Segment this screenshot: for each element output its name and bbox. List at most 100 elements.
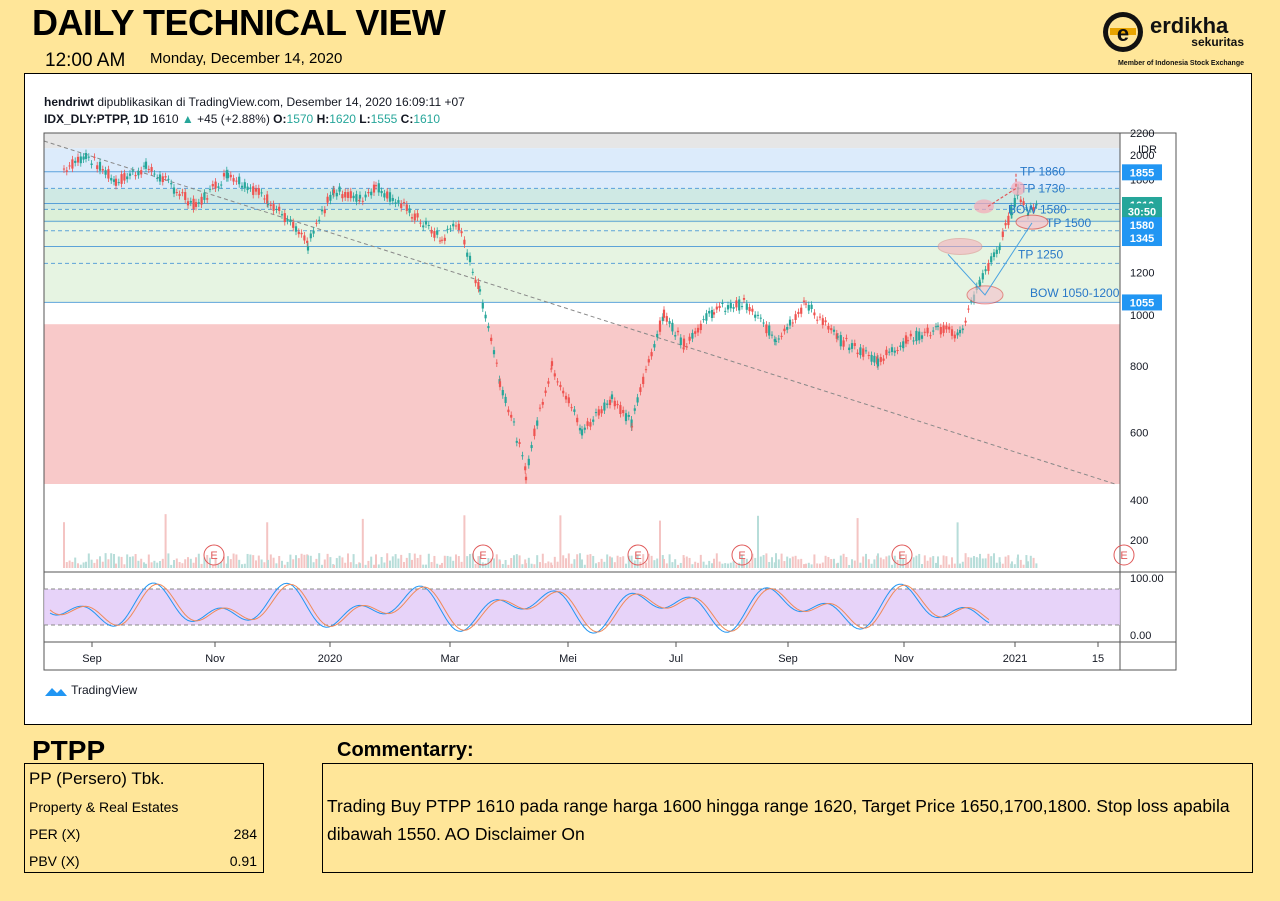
candle-body bbox=[286, 218, 289, 221]
candle-body bbox=[161, 176, 164, 183]
volume-bar bbox=[603, 561, 606, 568]
x-tick-5: Jul bbox=[669, 653, 683, 665]
currency-label: IDR bbox=[1138, 144, 1157, 156]
candle-body bbox=[120, 174, 123, 184]
candle-body bbox=[967, 308, 970, 310]
volume-bar bbox=[272, 557, 275, 568]
candle-body bbox=[510, 414, 513, 418]
candle-body bbox=[254, 188, 258, 192]
volume-bar bbox=[879, 557, 882, 568]
volume-bar bbox=[757, 515, 759, 568]
volume-bar bbox=[945, 556, 948, 568]
zone-band-1 bbox=[44, 148, 1120, 189]
candle-body bbox=[622, 409, 625, 414]
volume-bar bbox=[249, 554, 252, 568]
tradingview-label[interactable]: TradingView bbox=[71, 683, 138, 697]
candle-body bbox=[774, 340, 778, 342]
volume-bar bbox=[735, 564, 738, 568]
volume-bar bbox=[721, 563, 724, 568]
volume-bar bbox=[380, 556, 383, 568]
volume-bar bbox=[307, 555, 309, 568]
candle-body bbox=[144, 161, 148, 169]
volume-bar bbox=[170, 564, 173, 568]
candle-body bbox=[79, 156, 82, 164]
candle-body bbox=[600, 409, 603, 414]
candle-body bbox=[98, 161, 102, 171]
volume-bar bbox=[156, 562, 159, 568]
volume-tick-400: 400 bbox=[1130, 495, 1148, 507]
candle-body bbox=[220, 184, 223, 186]
volume-bar bbox=[449, 556, 452, 568]
volume-bar bbox=[935, 562, 937, 568]
earnings-marker-icon[interactable] bbox=[203, 544, 225, 566]
volume-bar bbox=[939, 564, 942, 568]
volume-bar bbox=[389, 560, 391, 568]
volume-bar bbox=[813, 554, 816, 568]
up-arrow-icon: ▲ bbox=[181, 112, 194, 126]
candle-body bbox=[422, 225, 425, 228]
candle-body bbox=[729, 303, 732, 309]
volume-bar bbox=[405, 557, 408, 568]
candle-body bbox=[427, 225, 430, 227]
candle-body bbox=[802, 300, 806, 302]
publish-line: hendriwt dipublikasikan di TradingView.c… bbox=[44, 95, 465, 109]
projection-path bbox=[947, 222, 1033, 296]
candle-body bbox=[150, 167, 153, 172]
candle-body bbox=[899, 345, 902, 347]
volume-bar bbox=[948, 564, 951, 568]
candle-body bbox=[383, 193, 386, 198]
volume-bar bbox=[275, 563, 278, 568]
volume-bar bbox=[708, 560, 711, 568]
earnings-marker-icon[interactable] bbox=[1113, 544, 1135, 566]
volume-bar bbox=[1001, 563, 1004, 568]
candle-body bbox=[735, 300, 738, 308]
candle-body bbox=[777, 338, 780, 340]
volume-bar bbox=[101, 561, 104, 568]
volume-bar bbox=[504, 559, 507, 568]
volume-bar bbox=[427, 553, 430, 568]
volume-bar bbox=[65, 562, 68, 568]
high-label: H: bbox=[316, 112, 330, 126]
volume-bar bbox=[647, 553, 650, 568]
candle-body bbox=[194, 202, 198, 207]
volume-bar bbox=[984, 558, 987, 568]
candle-body bbox=[344, 192, 347, 198]
volume-bar bbox=[383, 562, 386, 568]
candle-body bbox=[533, 428, 536, 437]
candle-body bbox=[372, 184, 376, 193]
earnings-marker-icon[interactable] bbox=[731, 544, 753, 566]
x-tick-4: Mei bbox=[559, 653, 577, 665]
earnings-marker-icon[interactable] bbox=[472, 544, 494, 566]
volume-bar bbox=[691, 564, 694, 568]
volume-bar bbox=[203, 557, 206, 568]
price-label-4: 1345 bbox=[1130, 233, 1154, 245]
publisher[interactable]: hendriwt bbox=[44, 95, 94, 109]
candle-body bbox=[992, 252, 996, 257]
volume-bar bbox=[856, 518, 859, 568]
earnings-marker-icon[interactable] bbox=[627, 544, 649, 566]
volume-bar bbox=[609, 556, 611, 568]
volume-bar bbox=[970, 557, 973, 568]
candle-body bbox=[942, 325, 945, 333]
candle-body bbox=[578, 427, 582, 431]
candle-body bbox=[117, 182, 120, 184]
volume-bar bbox=[882, 559, 885, 568]
candle-body bbox=[583, 427, 586, 430]
volume-bar bbox=[979, 553, 981, 568]
candle-body bbox=[783, 328, 786, 332]
volume-bar bbox=[433, 555, 436, 568]
candle-body bbox=[189, 200, 192, 203]
earnings-marker-icon[interactable] bbox=[891, 544, 913, 566]
volume-bar bbox=[507, 564, 510, 568]
candle-body bbox=[1022, 201, 1025, 205]
volume-bar bbox=[597, 562, 600, 568]
volume-bar bbox=[821, 562, 824, 568]
erdikha-logo-icon: e erdikha sekuritas Member of Indonesia … bbox=[1103, 12, 1244, 67]
volume-bar bbox=[956, 522, 959, 568]
volume-bar bbox=[839, 555, 842, 568]
volume-bar bbox=[329, 557, 332, 568]
volume-bar bbox=[771, 557, 773, 568]
volume-bar bbox=[87, 553, 90, 568]
stock-info-box: PP (Persero) Tbk. Property & Real Estate… bbox=[24, 763, 264, 873]
